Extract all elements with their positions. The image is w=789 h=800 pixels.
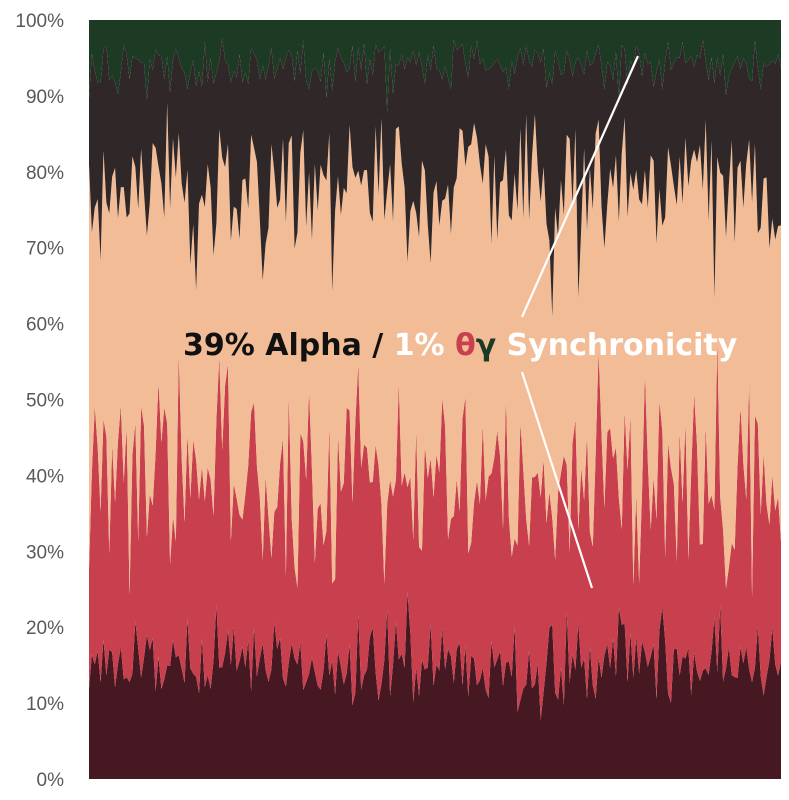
area-series-2	[89, 102, 781, 598]
y-tick-label: 10%	[26, 694, 64, 715]
area-series-0	[89, 591, 781, 779]
y-tick-label: 60%	[26, 315, 64, 336]
area-series-3	[89, 38, 781, 317]
y-tick-label: 50%	[26, 391, 64, 412]
annotation-part-gamma: γ	[476, 328, 496, 363]
annotation-part-theta: θ	[455, 328, 476, 363]
annotation-line-lower	[520, 371, 594, 589]
y-axis: 0% 10% 20% 30% 40% 50% 60% 70% 80% 90% 100%	[15, 11, 64, 791]
annotation-part-percent: 1%	[394, 328, 455, 363]
y-tick-label: 80%	[26, 163, 64, 184]
y-tick-label: 100%	[15, 11, 64, 32]
annotation-line-upper	[520, 55, 640, 318]
y-tick-label: 40%	[26, 466, 64, 487]
y-tick-label: 90%	[26, 87, 64, 108]
plot-area	[89, 20, 781, 779]
area-series-1	[89, 340, 781, 720]
annotation-text: 39% Alpha / 1% θγ Synchronicity	[183, 328, 738, 363]
y-tick-label: 70%	[26, 239, 64, 260]
y-tick-label: 20%	[26, 618, 64, 639]
y-tick-label: 30%	[26, 542, 64, 563]
annotation-part-alpha: 39% Alpha /	[183, 328, 394, 363]
area-series-4	[89, 20, 781, 113]
annotation-callout: 39% Alpha / 1% θγ Synchronicity	[183, 55, 738, 589]
y-tick-label: 0%	[37, 770, 65, 791]
annotation-part-synchronicity: Synchronicity	[496, 328, 738, 363]
